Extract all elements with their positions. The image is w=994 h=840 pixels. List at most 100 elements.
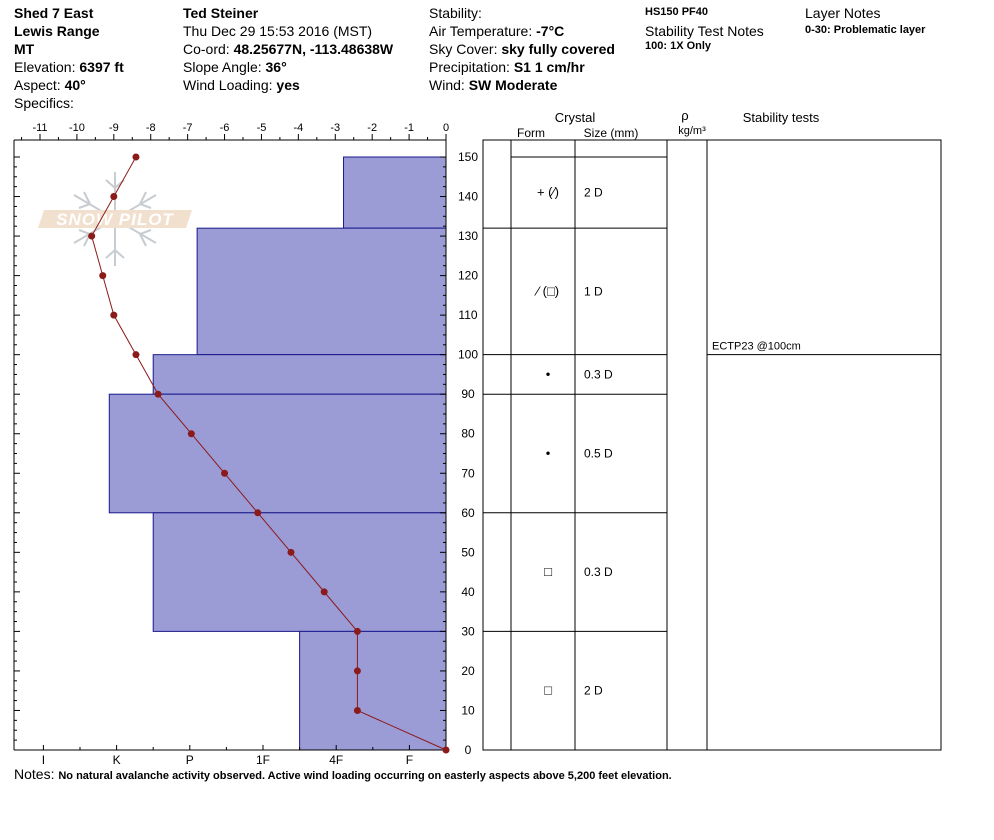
hardness-bar [299,630,447,751]
temperature-point [353,667,361,675]
sky-label: Sky Cover: [429,41,498,57]
layer-notes-info: Layer Notes 0-30: Problematic layer [805,4,925,37]
notes-label: Notes: [14,766,55,782]
specifics-label: Specifics: [14,95,74,111]
rounded-grains-icon: • [546,446,551,461]
temperature-point [132,351,140,359]
grain-size-label: 2 D [584,684,603,698]
elevation-label: Elevation: [14,59,76,75]
temperature-point [353,627,361,635]
elevation-value: 6397 ft [79,59,124,75]
hardness-tick-label: P [186,753,194,767]
crystal-header: Crystal [555,110,596,125]
temperature-point [154,390,162,398]
precip-value: S1 1 cm/hr [513,59,585,75]
temperature-point [320,588,328,596]
hardness-bar [108,393,447,514]
temp-tick-label: -3 [330,122,340,134]
temp-tick-label: -11 [32,122,47,134]
layer-table-border [482,139,942,751]
temperature-line [91,156,447,751]
temp-tick-label: -2 [367,122,377,134]
temp-tick-label: -1 [404,122,414,134]
grain-size-label: 0.5 D [584,447,613,461]
density-header: ρ [681,108,688,123]
temp-tick-label: 0 [443,122,449,134]
coord-value: 48.25677N, -113.48638W [233,41,394,57]
layer-notes-label: Layer Notes [805,5,881,21]
height-tick-label: 130 [458,229,478,243]
size-header: Size (mm) [584,126,639,140]
stability-notes-value: 100: 1X Only [645,40,712,52]
temp-tick-label: -6 [220,122,230,134]
density-unit: kg/m³ [678,125,706,137]
hardness-bar [343,156,447,229]
state-name: MT [14,41,35,57]
hardness-tick-label: F [406,753,413,767]
height-tick-label: 70 [461,466,475,480]
temperature-point [353,706,361,714]
rounded-grains-icon: • [546,366,551,381]
aspect-label: Aspect: [14,77,61,93]
layer-notes-value: 0-30: Problematic layer [805,24,926,36]
temperature-point [287,548,295,556]
height-tick-label: 60 [461,506,475,520]
temp-tick-label: -10 [69,122,85,134]
temperature-point [254,509,262,517]
notes-text: No natural avalanche activity observed. … [58,770,672,782]
hardness-bar [196,227,447,356]
temperature-point [187,430,195,438]
temperature-point [132,153,140,161]
temp-tick-label: -8 [146,122,156,134]
weather-info: Stability: Air Temperature: -7°C Sky Cov… [429,4,615,94]
faceted-crystals-icon: □ [544,683,552,698]
height-tick-label: 90 [461,387,475,401]
slope-label: Slope Angle: [183,59,262,75]
temp-tick-label: -4 [293,122,303,134]
sky-value: sky fully covered [501,41,615,57]
stability-test-label: ECTP23 @100cm [712,341,801,353]
temperature-point [88,232,96,240]
form-header: Form [517,126,545,140]
temp-tick-label: -5 [257,122,267,134]
air-temp-value: -7°C [536,23,565,39]
wind-value: SW Moderate [468,77,558,93]
decomposing-faceted-icon: ⁄ (□) [534,283,559,298]
grain-size-label: 1 D [584,284,603,298]
logo-text: SNOW PILOT [56,210,174,229]
height-tick-label: 40 [461,585,475,599]
temperature-point [99,272,107,280]
temperature-point [442,746,450,754]
temp-tick-label: -9 [109,122,119,134]
precip-particles-with-decomposing-icon: + (⁄) [537,185,559,200]
aspect-value: 40° [64,77,86,93]
temperature-point [221,469,229,477]
location-name: Shed 7 East [14,5,94,21]
slope-value: 36° [265,59,287,75]
hardness-tick-label: 1F [256,753,270,767]
wind-label: Wind: [429,77,465,93]
observation-info: Ted Steiner Thu Dec 29 15:53 2016 (MST) … [183,4,393,94]
height-tick-label: 150 [458,150,478,164]
temperature-point [110,311,118,319]
precip-label: Precipitation: [429,59,510,75]
stability-tests-header: Stability tests [743,110,820,125]
hardness-tick-label: K [113,753,121,767]
snow-profile-chart: SNOW PILOT -11 -10 -9 -8 -7 -6 -5 -4 -3 -2 -1 00102… [13,108,942,767]
coord-label: Co-ord: [183,41,230,57]
observation-datetime: Thu Dec 29 15:53 2016 (MST) [183,23,373,39]
observer-name: Ted Steiner [183,5,259,21]
wind-loading-label: Wind Loading: [183,77,273,93]
temp-tick-label: -7 [183,122,193,134]
hardness-bar [152,354,447,395]
height-tick-label: 10 [461,703,475,717]
height-tick-label: 20 [461,664,475,678]
notes: Notes: No natural avalanche activity obs… [14,766,672,782]
wind-loading-value: yes [276,77,300,93]
temperature-point [110,193,118,201]
hardness-tick-label: I [42,753,45,767]
hardness-bar [152,512,447,632]
height-tick-label: 110 [458,308,477,322]
height-tick-label: 80 [461,427,475,441]
stability-label: Stability: [429,5,482,21]
